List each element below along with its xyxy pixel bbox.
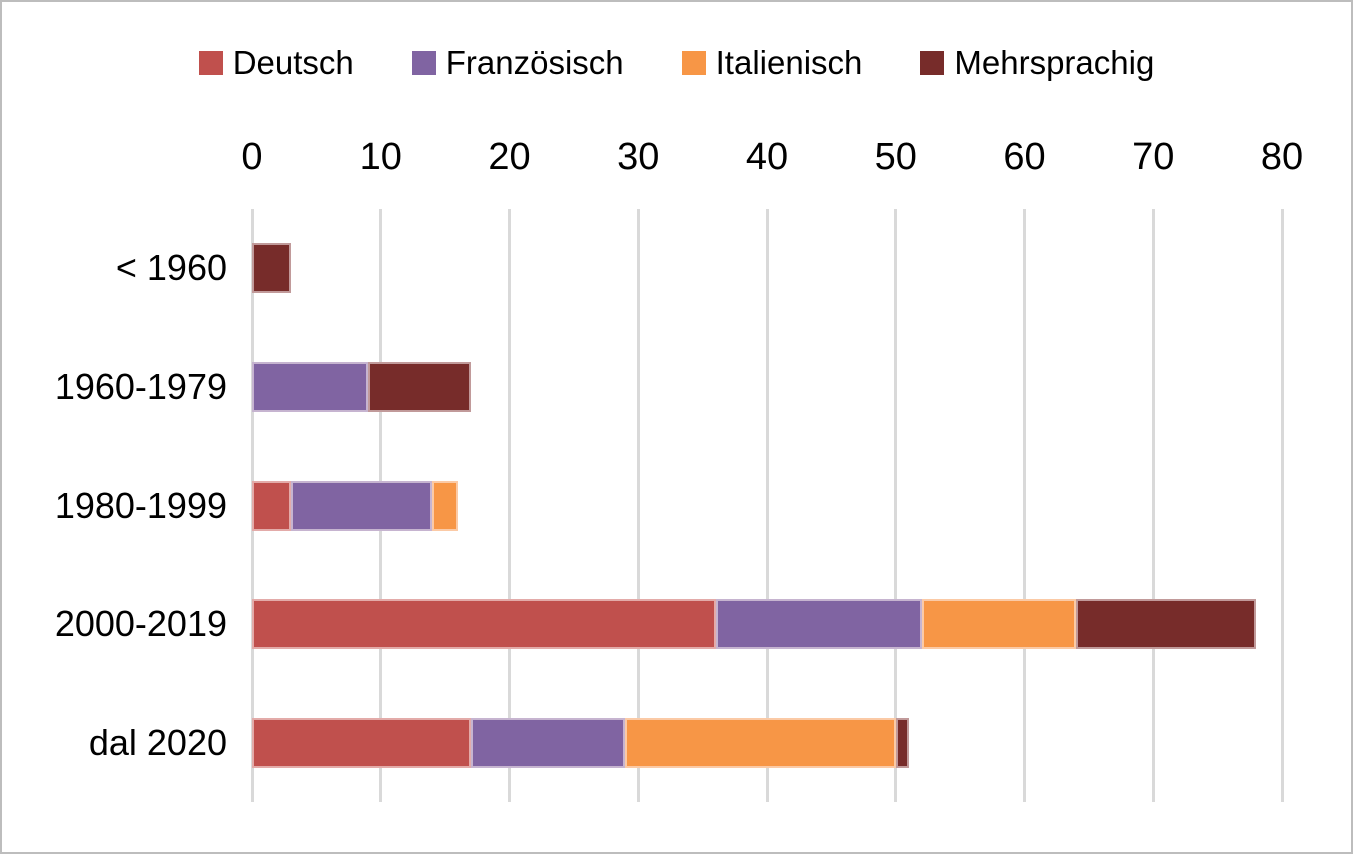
bar-segment-deutsch <box>252 717 471 768</box>
legend-label: Französisch <box>445 44 624 81</box>
legend-label: Deutsch <box>232 44 354 81</box>
gridline-40 <box>765 209 769 802</box>
gridline-60 <box>1023 209 1026 802</box>
legend-item-deutsch: Deutsch <box>198 44 354 82</box>
gridline-30 <box>636 209 640 802</box>
bar-segment-italienisch <box>432 480 458 531</box>
bar-segment-deutsch <box>252 480 291 531</box>
category-label-1980-1999: 1980-1999 <box>54 484 227 526</box>
bar-segment-franz-sisch <box>715 599 922 650</box>
legend-item-franz-sisch: Französisch <box>411 44 624 82</box>
x-tick-label: 70 <box>1132 136 1175 178</box>
stacked-bar-dal-2020 <box>252 717 909 768</box>
bar-segment-mehrsprachig <box>1076 599 1257 650</box>
bar-segment-mehrsprachig <box>252 243 291 294</box>
legend-item-italienisch: Italienisch <box>681 44 863 82</box>
gridline-20 <box>508 209 511 802</box>
gridline-70 <box>1151 209 1155 802</box>
legend-swatch-italienisch <box>681 51 706 75</box>
category-label-dal-2020: dal 2020 <box>88 721 227 763</box>
bar-segment-franz-sisch <box>290 480 433 531</box>
bar-segment-franz-sisch <box>252 361 368 412</box>
legend-item-mehrsprachig: Mehrsprachig <box>920 44 1154 82</box>
legend-label: Italienisch <box>715 44 863 81</box>
bar-segment-italienisch <box>625 717 896 768</box>
bar-segment-franz-sisch <box>470 717 626 768</box>
x-tick-label: 20 <box>488 136 531 178</box>
bar-segment-italienisch <box>921 599 1076 650</box>
x-tick-label: 50 <box>874 136 917 178</box>
legend-swatch-deutsch <box>198 51 223 75</box>
legend-swatch-mehrsprachig <box>920 51 945 75</box>
legend-swatch-franz-sisch <box>411 51 436 75</box>
bar-segment-mehrsprachig <box>367 361 471 412</box>
stacked-bar-1980-1999 <box>252 480 458 531</box>
x-tick-label: 10 <box>359 136 402 178</box>
x-tick-label: 40 <box>745 136 789 178</box>
legend-label: Mehrsprachig <box>954 44 1155 81</box>
chart-legend: Deutsch Französisch Italienisch Mehrsprachi… <box>2 44 1351 82</box>
x-tick-label: 0 <box>241 136 263 178</box>
x-tick-label: 30 <box>617 136 660 178</box>
gridline-50 <box>894 209 898 802</box>
category-label-1960-1979: 1960-1979 <box>54 365 227 407</box>
category-label-1960: < 1960 <box>115 247 227 289</box>
x-tick-label: 80 <box>1260 136 1304 178</box>
category-label-2000-2019: 2000-2019 <box>54 603 227 645</box>
gridline-80 <box>1280 209 1284 802</box>
x-tick-label: 60 <box>1003 136 1046 178</box>
stacked-bar-1960 <box>252 243 291 294</box>
bar-segment-mehrsprachig <box>895 717 909 768</box>
bar-segment-deutsch <box>252 599 716 650</box>
stacked-bar-1960-1979 <box>252 361 471 412</box>
stacked-bar-2000-2019 <box>252 599 1257 650</box>
